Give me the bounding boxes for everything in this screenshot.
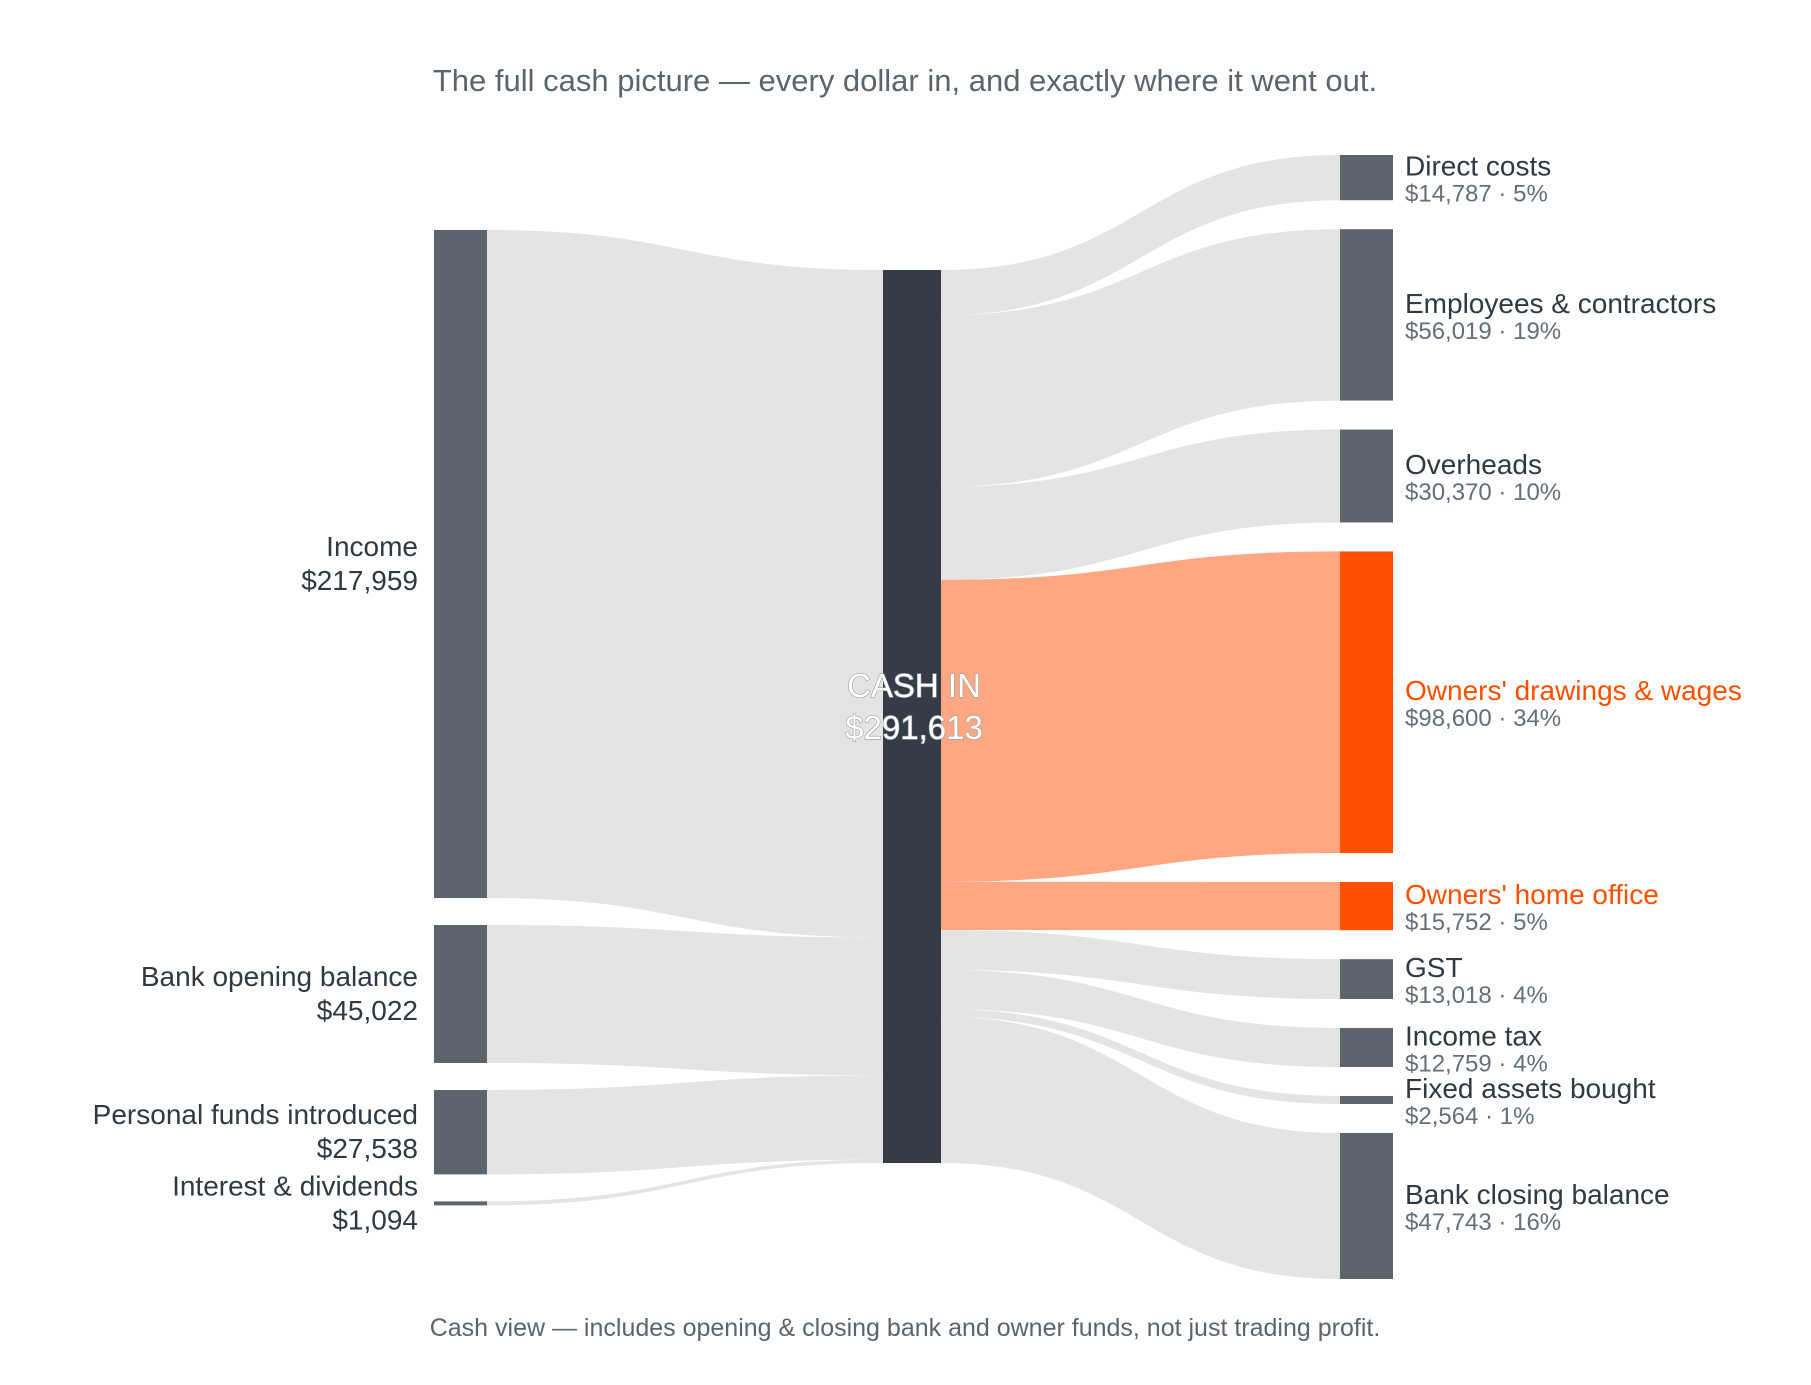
source-value-income: $217,959 — [301, 565, 418, 596]
flow-links — [487, 155, 1340, 1279]
node-overheads — [1340, 429, 1393, 523]
target-sub-income-tax: $12,759 · 4% — [1405, 1050, 1548, 1077]
link-overheads — [941, 429, 1340, 580]
node-bank-opening-balance — [434, 925, 487, 1063]
node-income-tax — [1340, 1027, 1393, 1067]
target-sub-bank-closing-balance: $47,743 · 16% — [1405, 1209, 1561, 1236]
link-bank-closing-balance — [941, 1016, 1340, 1279]
value-separator: · — [1492, 1209, 1513, 1236]
target-pct-owners-drawings-and-wages: 34% — [1513, 705, 1561, 732]
target-value-overheads: $30,370 — [1405, 479, 1492, 506]
center-node-label: CASH IN — [847, 667, 981, 704]
target-name-bank-closing-balance: Bank closing balance — [1405, 1179, 1670, 1210]
target-name-fixed-assets-bought: Fixed assets bought — [1405, 1073, 1656, 1104]
link-employees-and-contractors — [941, 229, 1340, 487]
node-owners-home-office — [1340, 882, 1393, 931]
value-separator: · — [1492, 181, 1513, 208]
target-value-employees-and-contractors: $56,019 — [1405, 318, 1492, 345]
value-separator: · — [1492, 705, 1513, 732]
node-cash-in — [883, 270, 941, 1163]
source-name-bank-opening-balance: Bank opening balance — [141, 961, 418, 992]
target-name-overheads: Overheads — [1405, 449, 1542, 480]
target-pct-income-tax: 4% — [1513, 1050, 1548, 1077]
target-pct-employees-and-contractors: 19% — [1513, 318, 1561, 345]
source-name-personal-funds-introduced: Personal funds introduced — [93, 1099, 418, 1130]
target-value-gst: $13,018 — [1405, 982, 1492, 1009]
source-name-income: Income — [326, 531, 418, 562]
target-value-owners-home-office: $15,752 — [1405, 909, 1492, 936]
node-fixed-assets-bought — [1340, 1095, 1393, 1104]
value-separator: · — [1492, 909, 1513, 936]
node-personal-funds-introduced — [434, 1089, 487, 1175]
link-owners-drawings-and-wages — [941, 551, 1340, 882]
target-pct-gst: 4% — [1513, 982, 1548, 1009]
source-value-personal-funds-introduced: $27,538 — [317, 1133, 418, 1164]
link-income-tax — [941, 969, 1340, 1067]
target-sub-direct-costs: $14,787 · 5% — [1405, 181, 1548, 208]
node-interest-and-dividends — [434, 1201, 487, 1206]
node-owners-drawings-and-wages — [1340, 551, 1393, 854]
target-sub-fixed-assets-bought: $2,564 · 1% — [1405, 1103, 1534, 1130]
target-sub-employees-and-contractors: $56,019 · 19% — [1405, 318, 1561, 345]
target-name-income-tax: Income tax — [1405, 1020, 1542, 1051]
target-value-bank-closing-balance: $47,743 — [1405, 1209, 1492, 1236]
target-name-owners-home-office: Owners' home office — [1405, 879, 1659, 910]
node-income — [434, 230, 487, 898]
target-pct-overheads: 10% — [1513, 479, 1561, 506]
target-pct-direct-costs: 5% — [1513, 181, 1548, 208]
target-sub-owners-home-office: $15,752 · 5% — [1405, 909, 1548, 936]
value-separator: · — [1492, 982, 1513, 1009]
target-value-fixed-assets-bought: $2,564 — [1405, 1103, 1478, 1130]
chart-footnote: Cash view — includes opening & closing b… — [430, 1314, 1381, 1342]
value-separator: · — [1492, 479, 1513, 506]
flow-nodes — [434, 155, 1393, 1279]
node-direct-costs — [1340, 155, 1393, 201]
link-interest-and-dividends — [487, 1159, 883, 1206]
node-bank-closing-balance — [1340, 1132, 1393, 1279]
source-value-interest-and-dividends: $1,094 — [332, 1204, 418, 1235]
flow-labels: Income$217,959 Bank opening balance$45,02… — [93, 151, 1742, 1236]
link-gst — [941, 930, 1340, 999]
link-income — [487, 230, 883, 938]
link-fixed-assets-bought — [941, 1008, 1340, 1104]
target-value-owners-drawings-and-wages: $98,600 — [1405, 705, 1492, 732]
target-pct-bank-closing-balance: 16% — [1513, 1209, 1561, 1236]
link-owners-home-office — [941, 881, 1340, 931]
link-direct-costs — [941, 155, 1340, 316]
target-name-employees-and-contractors: Employees & contractors — [1405, 288, 1716, 319]
node-gst — [1340, 959, 1393, 999]
target-pct-owners-home-office: 5% — [1513, 909, 1548, 936]
link-personal-funds-introduced — [487, 1075, 883, 1175]
target-name-owners-drawings-and-wages: Owners' drawings & wages — [1405, 675, 1742, 706]
center-node-value: $291,613 — [845, 709, 983, 746]
value-separator: · — [1492, 1050, 1513, 1077]
target-sub-owners-drawings-and-wages: $98,600 · 34% — [1405, 705, 1561, 732]
target-name-direct-costs: Direct costs — [1405, 151, 1551, 182]
value-separator: · — [1478, 1103, 1499, 1130]
target-sub-overheads: $30,370 · 10% — [1405, 479, 1561, 506]
source-value-bank-opening-balance: $45,022 — [317, 995, 418, 1026]
target-value-income-tax: $12,759 — [1405, 1050, 1492, 1077]
target-sub-gst: $13,018 · 4% — [1405, 982, 1548, 1009]
source-name-interest-and-dividends: Interest & dividends — [172, 1170, 418, 1201]
target-value-direct-costs: $14,787 — [1405, 181, 1492, 208]
value-separator: · — [1492, 318, 1513, 345]
chart-title: The full cash picture — every dollar in,… — [433, 63, 1377, 98]
target-name-gst: GST — [1405, 952, 1463, 983]
node-employees-and-contractors — [1340, 229, 1393, 401]
target-pct-fixed-assets-bought: 1% — [1500, 1103, 1535, 1130]
link-bank-opening-balance — [487, 925, 883, 1076]
